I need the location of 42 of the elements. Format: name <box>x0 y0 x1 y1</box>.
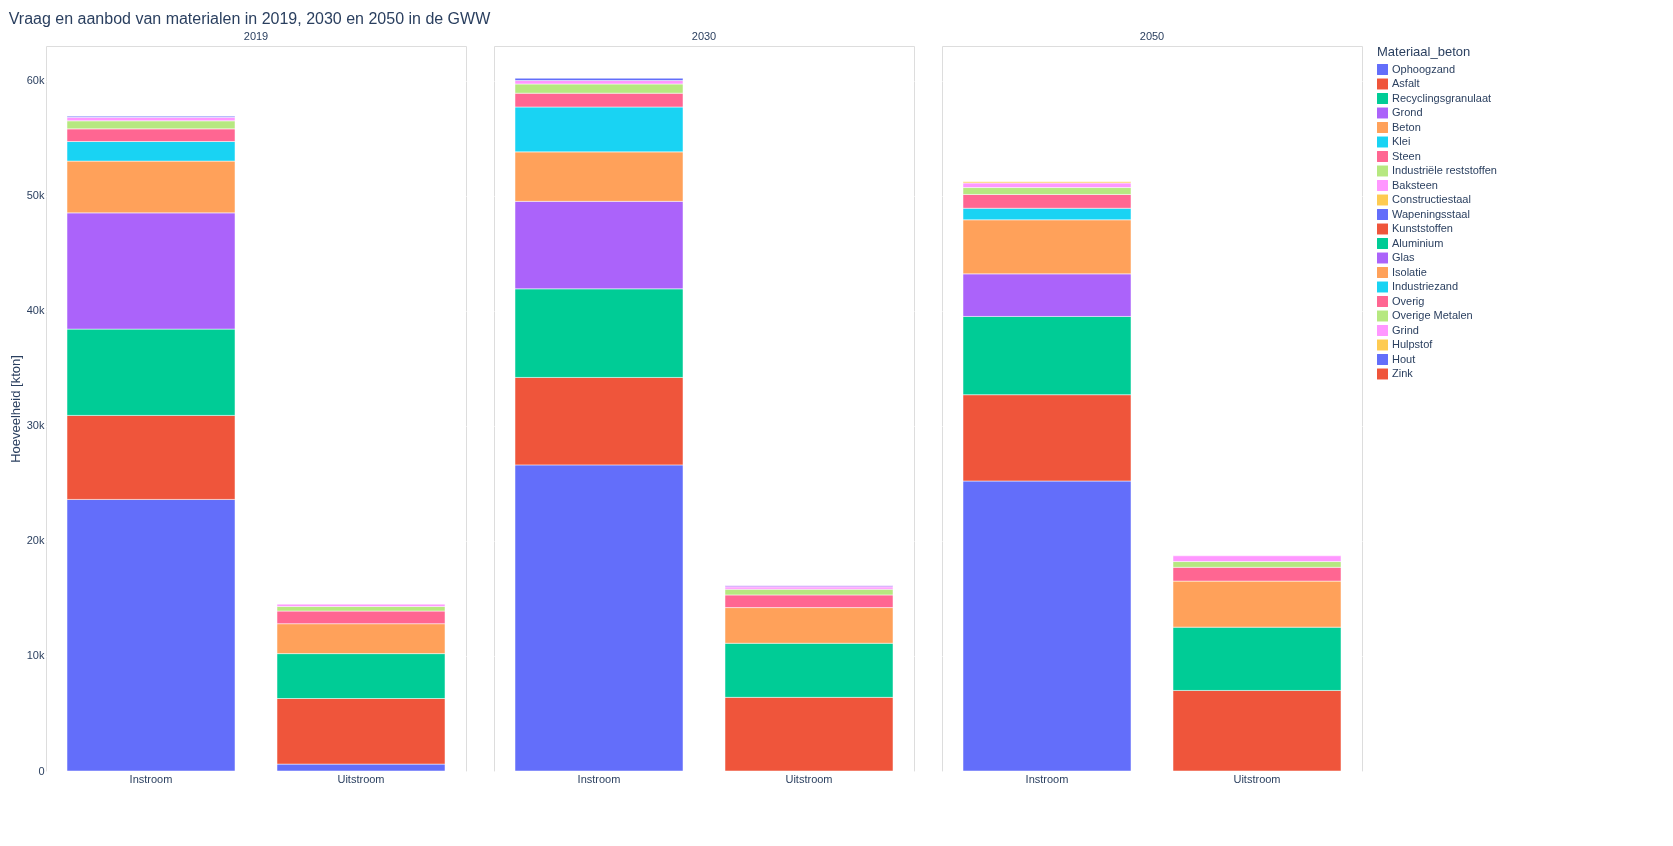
legend-label: Isolatie <box>1392 265 1427 278</box>
legend-label: Hout <box>1392 352 1416 365</box>
x-tick-label: Instroom <box>577 772 621 785</box>
legend-label: Overige Metalen <box>1392 309 1473 321</box>
legend-label: Aluminium <box>1392 236 1444 249</box>
y-tick-label: 0 <box>38 764 45 777</box>
bar <box>514 77 684 81</box>
x-tick-label: Uitstroom <box>785 772 833 785</box>
chart-title: Vraag en aanbod van materialen in 2019, 2030 en 2050 in de GWW <box>8 9 492 27</box>
y-tick-label: 10k <box>26 649 45 662</box>
legend-label: Constructiestaal <box>1392 193 1471 205</box>
legend-label: Hulpstof <box>1392 338 1434 350</box>
legend-label: Wapeningsstaal <box>1392 207 1470 220</box>
y-tick-label: 30k <box>26 419 45 432</box>
legend-label: Kunststoffen <box>1392 222 1453 234</box>
y-tick-label: 60k <box>26 74 45 87</box>
y-axis-title: Hoeveelheid [kton] <box>7 355 23 463</box>
legend-title: Materiaal_beton <box>1377 44 1471 59</box>
legend-label: Klei <box>1392 135 1411 147</box>
chart-subtitle: 2050 <box>1139 30 1165 42</box>
legend-label: Grind <box>1392 323 1419 336</box>
y-tick-label: 40k <box>26 304 45 317</box>
legend-label: Asfalt <box>1392 77 1420 89</box>
legend-label: Glas <box>1392 251 1416 263</box>
legend-label: Beton <box>1392 120 1421 133</box>
legend-label: Industriezand <box>1392 280 1459 292</box>
legend-label: Steen <box>1392 149 1421 162</box>
y-tick-label: 50k <box>26 189 45 202</box>
y-tick-label: 20k <box>26 534 45 547</box>
legend-label: Overig <box>1392 294 1425 307</box>
chart-subtitle: 2030 <box>691 30 717 42</box>
x-tick-label: Instroom <box>1025 772 1069 785</box>
legend-label: Ophoogzand <box>1392 62 1455 75</box>
chart-subtitle: 2019 <box>243 30 269 42</box>
legend-label: Industriële reststoffen <box>1392 164 1497 176</box>
x-tick-label: Instroom <box>129 772 173 785</box>
legend-label: Zink <box>1392 367 1414 379</box>
legend-label: Recyclingsgranulaat <box>1392 91 1492 104</box>
x-tick-label: Uitstroom <box>1233 772 1281 785</box>
legend-label: Baksteen <box>1392 178 1438 191</box>
legend-label: Grond <box>1392 106 1423 118</box>
x-tick-label: Uitstroom <box>337 772 385 785</box>
